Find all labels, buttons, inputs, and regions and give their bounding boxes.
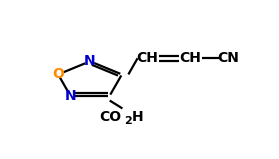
Text: CH: CH	[180, 51, 201, 65]
Text: CO: CO	[99, 110, 121, 124]
Text: 2: 2	[124, 116, 132, 126]
Text: H: H	[131, 110, 143, 124]
Text: N: N	[64, 89, 76, 103]
Text: CH: CH	[136, 51, 158, 65]
Text: CN: CN	[217, 51, 239, 65]
Text: N: N	[84, 54, 96, 68]
Text: O: O	[52, 67, 64, 81]
